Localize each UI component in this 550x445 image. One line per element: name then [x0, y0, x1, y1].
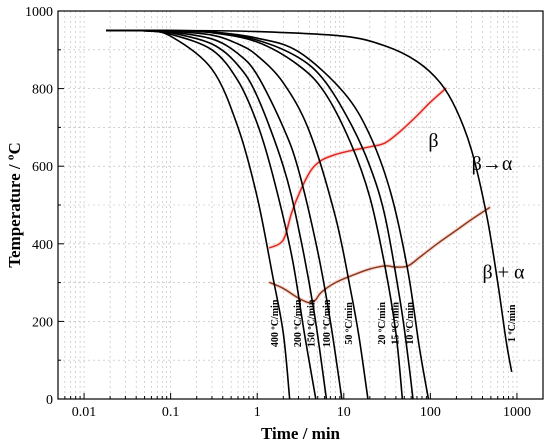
cooling-curve-15 [106, 29, 414, 400]
cooling-rate-label-100: 100 ºC/min [322, 299, 333, 347]
y-axis-title: Temperature / ºC [5, 142, 24, 268]
x-tick-label: 100 [420, 405, 441, 420]
cooling-rate-label-200: 200 ºC/min [293, 299, 304, 347]
phase-region-label-2: β + α [482, 262, 524, 284]
cooling-curve-20 [106, 29, 404, 400]
cooling-rate-label-10: 10 ºC/min [405, 302, 416, 345]
x-tick-label: 10 [337, 405, 351, 420]
y-tick-label: 400 [32, 238, 53, 253]
cooling-rate-label-50: 50 ºC/min [344, 302, 355, 345]
tick-layer: 0.01 0.1 1 10 100 1000 0 200 400 600 800 1000 [25, 5, 531, 420]
y-tick-label: 200 [32, 315, 53, 330]
x-tick-label: 1 [254, 405, 261, 420]
cooling-curve-400 [106, 29, 291, 400]
cooling-curve-layer [106, 29, 513, 400]
y-tick-label: 600 [32, 160, 53, 175]
cooling-rate-label-20: 20 ºC/min [377, 302, 388, 345]
cooling-rate-label-150: 150 ºC/min [307, 299, 318, 347]
y-tick-label: 0 [46, 393, 53, 408]
x-tick-label: 0.1 [162, 405, 180, 420]
label-layer: 400 ºC/min 200 ºC/min 150 ºC/min 100 ºC/min… [270, 130, 525, 347]
y-tick-label: 1000 [25, 5, 53, 20]
phase-boundary-finish [269, 206, 491, 304]
x-tick-label: 1000 [503, 405, 531, 420]
x-axis-title: Time / min [261, 424, 341, 443]
phase-region-label-0: β [428, 130, 438, 152]
phase-region-label-1: β→α [472, 153, 513, 175]
cooling-rate-label-400: 400 ºC/min [270, 299, 281, 347]
y-tick-label: 800 [32, 83, 53, 98]
x-tick-label: 0.01 [72, 405, 97, 420]
cooling-rate-label-1: 1 ºC/min [507, 304, 518, 342]
cooling-curve-1 [106, 29, 513, 372]
cooling-rate-label-15: 15 ºC/min [391, 302, 402, 345]
grid-layer [58, 11, 543, 399]
